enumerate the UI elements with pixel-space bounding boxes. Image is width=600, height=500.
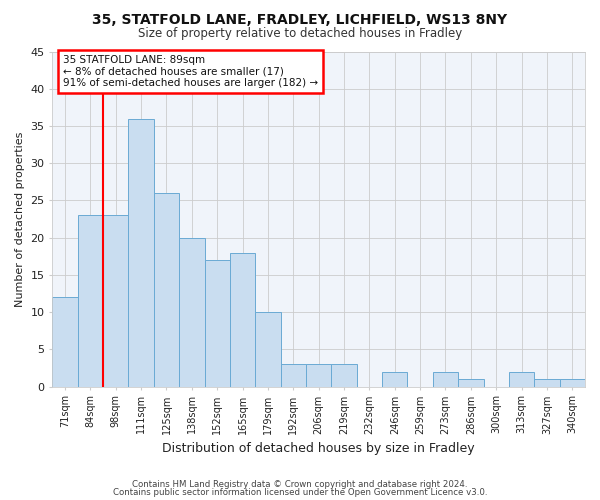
Bar [306,364,331,386]
Text: 35, STATFOLD LANE, FRADLEY, LICHFIELD, WS13 8NY: 35, STATFOLD LANE, FRADLEY, LICHFIELD, W… [92,12,508,26]
Bar [458,379,484,386]
Text: Size of property relative to detached houses in Fradley: Size of property relative to detached ho… [138,28,462,40]
Bar [230,252,255,386]
X-axis label: Distribution of detached houses by size in Fradley: Distribution of detached houses by size … [163,442,475,455]
Bar [560,379,585,386]
Bar [534,379,560,386]
Bar [382,372,407,386]
Bar [103,216,128,386]
Text: 35 STATFOLD LANE: 89sqm
← 8% of detached houses are smaller (17)
91% of semi-det: 35 STATFOLD LANE: 89sqm ← 8% of detached… [63,55,318,88]
Text: Contains public sector information licensed under the Open Government Licence v3: Contains public sector information licen… [113,488,487,497]
Bar [128,118,154,386]
Bar [154,193,179,386]
Bar [179,238,205,386]
Bar [205,260,230,386]
Bar [52,298,77,386]
Bar [281,364,306,386]
Text: Contains HM Land Registry data © Crown copyright and database right 2024.: Contains HM Land Registry data © Crown c… [132,480,468,489]
Bar [255,312,281,386]
Bar [433,372,458,386]
Bar [509,372,534,386]
Y-axis label: Number of detached properties: Number of detached properties [15,132,25,307]
Bar [77,216,103,386]
Bar [331,364,357,386]
